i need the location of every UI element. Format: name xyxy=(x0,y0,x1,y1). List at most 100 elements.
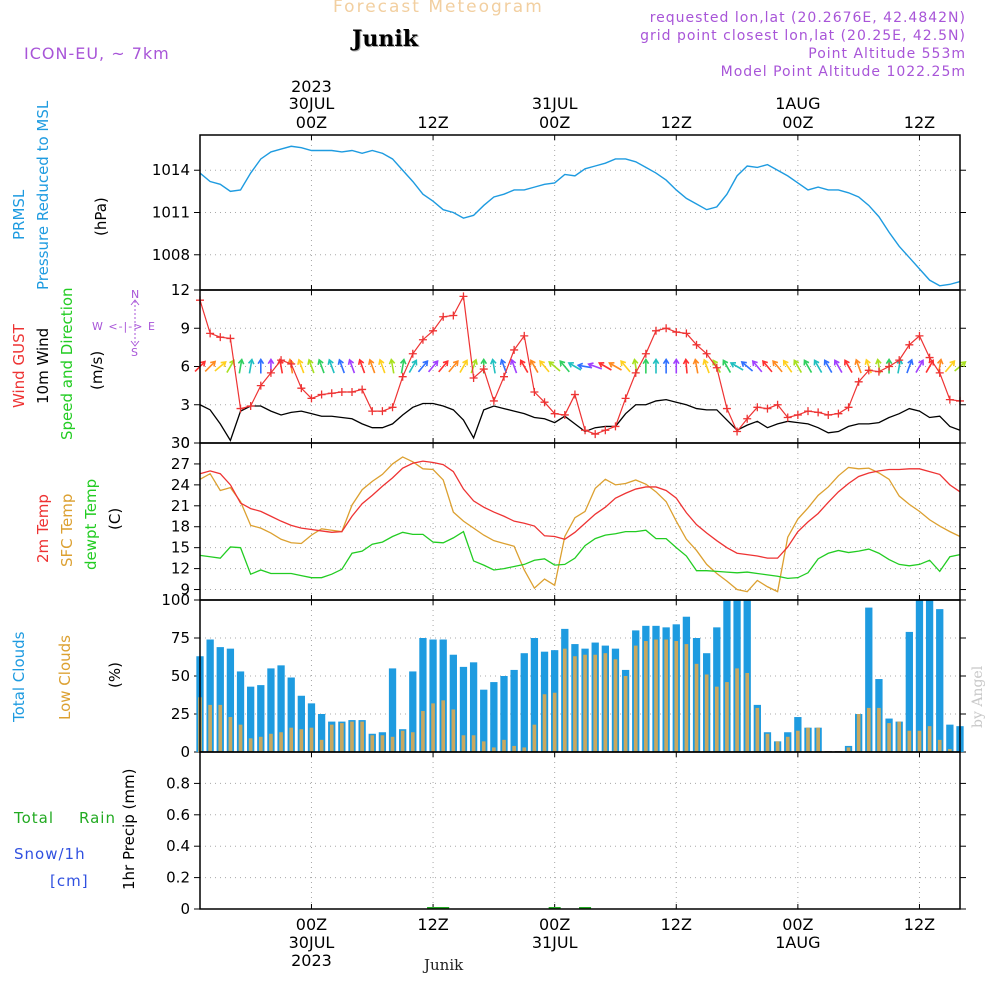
dewpt-temp-label: dewpt Temp xyxy=(82,478,100,570)
low-clouds-bar xyxy=(694,663,699,752)
wind-gust-marker xyxy=(854,377,863,386)
rain-label: Rain xyxy=(79,809,116,827)
low-clouds-bar xyxy=(238,724,243,752)
low-clouds-bar xyxy=(218,704,223,752)
wind-gust-marker xyxy=(287,359,296,368)
wind-arrow-head xyxy=(559,359,566,367)
wind-arrow-head xyxy=(793,359,800,366)
total-clouds-bar xyxy=(247,686,255,752)
wind-arrow-head xyxy=(597,361,605,368)
wind-gust-marker xyxy=(206,329,215,338)
total-clouds-bar xyxy=(317,714,326,752)
wind-arrow xyxy=(722,360,732,373)
bottom-date-label: 31JUL xyxy=(532,933,578,952)
wind-arrow-head xyxy=(833,359,840,366)
wind-arrow xyxy=(248,359,253,374)
wind-arrow xyxy=(204,360,216,373)
low-clouds-bar xyxy=(583,654,587,752)
wind-gust-label: Wind GUST xyxy=(10,324,28,408)
wind-gust-marker xyxy=(277,356,286,365)
wind-arrow-head xyxy=(347,358,355,365)
wind-arrow xyxy=(609,362,622,371)
low-clouds-bar xyxy=(856,714,861,752)
top-hour-label: 12Z xyxy=(661,113,692,132)
low-clouds-bar xyxy=(573,656,577,752)
wind-arrow-head xyxy=(471,358,478,365)
precip-bar xyxy=(437,907,450,909)
wind-arrow xyxy=(226,360,235,373)
wind-arrow-head xyxy=(672,358,680,365)
wind-arrow xyxy=(730,362,744,371)
wind-arrow-head xyxy=(237,358,245,365)
wind-direction-arrows xyxy=(194,358,967,374)
total-clouds-bar xyxy=(388,668,397,752)
low-clouds-bar xyxy=(765,733,770,752)
low-clouds-bar xyxy=(390,736,395,752)
total-clouds-bar xyxy=(267,668,275,752)
precip-ytick-label: 0.2 xyxy=(166,869,190,887)
wind-arrow xyxy=(906,359,913,374)
wind-arrow-head xyxy=(762,359,768,367)
total-clouds-bar xyxy=(865,607,873,752)
wind-arrow xyxy=(834,360,843,373)
total-clouds-bar xyxy=(429,639,437,752)
wind-ytick-label: 3 xyxy=(180,396,190,414)
top-hour-label: 00Z xyxy=(296,113,327,132)
precip-bar xyxy=(548,907,561,909)
low-clouds-bar xyxy=(248,738,253,752)
wind-arrow xyxy=(520,360,529,373)
precip-ytick-label: 0.6 xyxy=(166,806,190,824)
temperature-ytick-label: 9 xyxy=(180,581,190,599)
wind-arrow xyxy=(855,359,862,374)
total-clouds-bar xyxy=(510,669,518,752)
wind-arrow xyxy=(559,360,570,373)
bottom-date-label: 1AUG xyxy=(775,933,820,952)
low-clouds-bar xyxy=(816,727,820,752)
wind-gust-marker xyxy=(216,333,225,342)
wind-arrow xyxy=(588,363,603,370)
wind-arrow-head xyxy=(317,358,324,365)
wind-arrow-head xyxy=(490,358,497,365)
wind-arrow xyxy=(694,359,699,374)
low-clouds-bar xyxy=(319,739,324,752)
wind-arrow xyxy=(400,359,405,374)
wind-arrow xyxy=(408,360,417,373)
low-clouds-bar xyxy=(360,721,364,752)
compass-icon xyxy=(130,299,140,347)
model-label: ICON-EU, ~ 7km xyxy=(24,44,170,63)
low-clouds-bar xyxy=(552,692,557,752)
wind-gust-marker xyxy=(550,409,559,418)
low-clouds-bar xyxy=(866,707,871,752)
wind-gust-marker xyxy=(702,349,711,358)
wind-gust-marker xyxy=(773,400,782,409)
low-clouds-bar xyxy=(887,723,891,752)
wind-arrow xyxy=(238,359,243,374)
wind-gust-marker xyxy=(611,422,620,431)
total-clouds-bar xyxy=(297,695,305,752)
low-clouds-bar xyxy=(917,730,922,752)
total-clouds-bar xyxy=(905,631,913,752)
wind-arrow xyxy=(944,360,955,373)
pressure-ytick-label: 1014 xyxy=(152,161,190,179)
precip-ytick-label: 0 xyxy=(180,900,190,918)
wind-arrow-head xyxy=(442,359,449,367)
wind-arrow-head xyxy=(576,362,584,370)
bottom-hour-label: 12Z xyxy=(661,915,692,934)
wind-arrow-head xyxy=(368,358,375,365)
wind-gust-marker xyxy=(459,292,468,301)
wind-gust-marker xyxy=(348,388,356,396)
wind-arrow-head xyxy=(918,359,924,366)
wind-arrow xyxy=(844,360,853,373)
total-clouds-label: Total Clouds xyxy=(10,631,28,722)
low-clouds-bar xyxy=(755,707,760,752)
wind-gust-marker xyxy=(246,402,255,411)
wind-gust-marker xyxy=(479,365,488,374)
low-clouds-bar xyxy=(471,735,476,752)
low-clouds-bar xyxy=(907,730,912,752)
clouds-ytick-label: 100 xyxy=(161,591,190,609)
wind-arrow-head xyxy=(782,359,789,366)
total-clouds-bar xyxy=(277,665,285,752)
low-clouds-bar xyxy=(593,654,598,752)
wind-arrow-head xyxy=(936,358,944,365)
snow-label: Snow/1h xyxy=(14,845,86,863)
